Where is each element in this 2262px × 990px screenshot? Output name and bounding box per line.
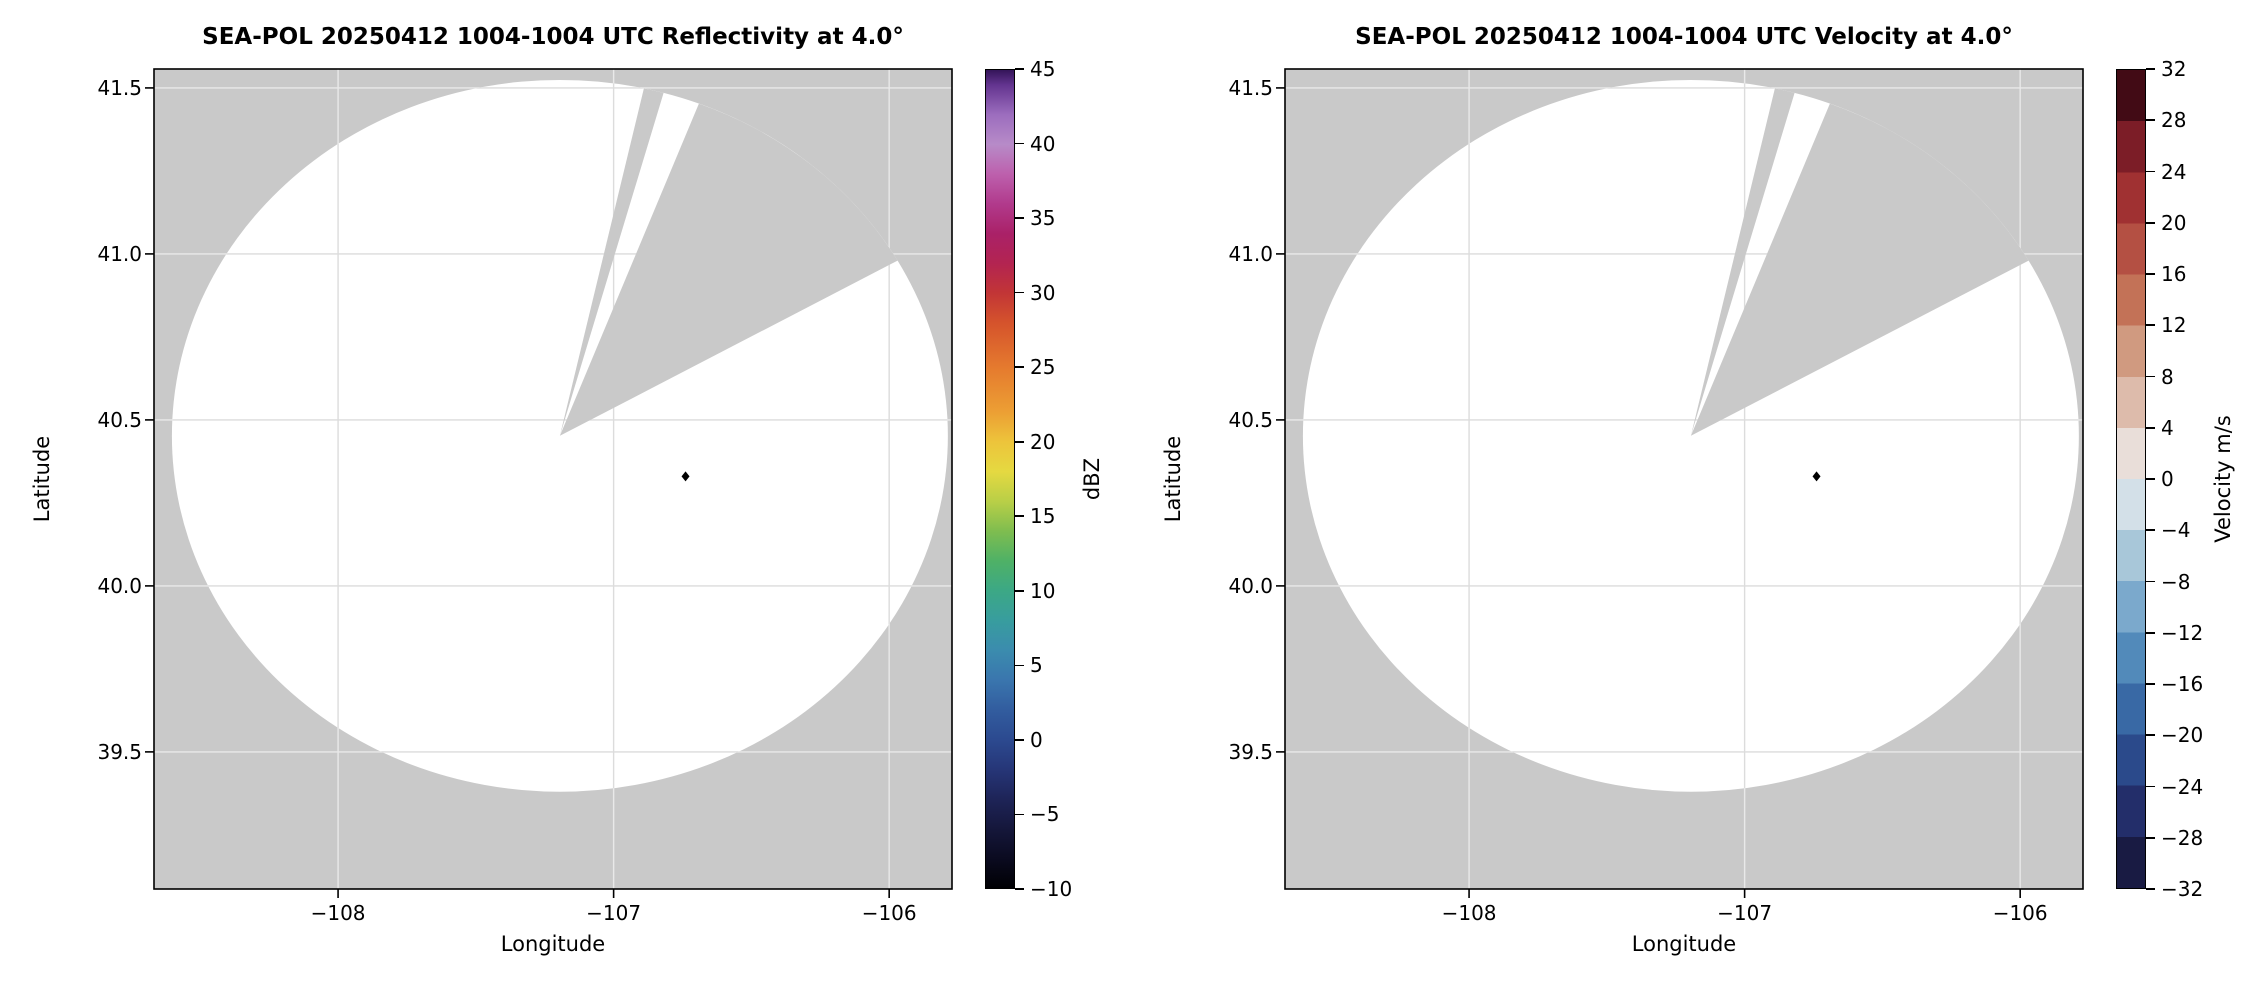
colorbar-tick-mark: [2146, 324, 2155, 327]
colorbar-tick-mark: [1015, 590, 1024, 592]
ppi-plot: [1276, 68, 2084, 898]
y-tick-label: 41.0: [1228, 241, 1273, 266]
colorbar-tick-label: 45: [1030, 57, 1056, 81]
colorbar-tick-mark: [2146, 888, 2155, 890]
colorbar-tick-mark: [2146, 273, 2155, 275]
y-tick-label: 40.5: [97, 407, 142, 432]
colorbar-bar: [985, 69, 1015, 889]
colorbar-tick-label: 24: [2161, 159, 2187, 184]
x-tick-label: −107: [1717, 901, 1773, 925]
colorbar-tick-label: −16: [2161, 672, 2204, 696]
colorbar-tick-label: −28: [2161, 825, 2204, 850]
colorbar-tick-mark: [1015, 888, 1024, 890]
colorbar-tick-label: 35: [1030, 206, 1056, 231]
colorbar-tick-mark: [2146, 785, 2155, 788]
colorbar-tick-mark: [2146, 221, 2155, 224]
y-tick-label: 40.0: [1228, 573, 1273, 598]
colorbar-tick-mark: [2146, 119, 2155, 122]
colorbar-tick-mark: [2146, 68, 2155, 70]
x-tick-label: −106: [1992, 901, 2048, 925]
x-tick-label: −106: [861, 901, 917, 925]
y-tick-label: 41.0: [97, 241, 142, 266]
colorbar-tick-label: −4: [2161, 518, 2191, 543]
colorbar-tick-label: 0: [1030, 727, 1043, 752]
colorbar-tick-label: −32: [2161, 877, 2204, 901]
y-tick-label: 40.0: [97, 573, 142, 598]
x-tick-label: −107: [586, 901, 642, 925]
colorbar-tick-label: 20: [1030, 429, 1056, 454]
radar-site-marker: [1812, 471, 1821, 482]
y-tick-label: 41.5: [1228, 75, 1273, 100]
colorbar-tick-label: 32: [2161, 57, 2187, 81]
colorbar-tick-label: 10: [1030, 578, 1056, 603]
y-axis-label: Latitude: [1161, 435, 1185, 523]
colorbar-tick-mark: [1015, 291, 1024, 294]
colorbar-tick-mark: [2146, 580, 2155, 583]
panel-title: SEA-POL 20250412 1004-1004 UTC Velocity …: [1355, 24, 2013, 50]
x-axis-label: Longitude: [500, 932, 606, 956]
colorbar-tick-label: −12: [2161, 620, 2204, 645]
colorbar-tick-label: −20: [2161, 723, 2204, 748]
colorbar-tick-mark: [2146, 734, 2155, 737]
y-tick-label: 39.5: [97, 739, 142, 764]
colorbar-tick-label: −24: [2161, 774, 2204, 799]
colorbar-tick-mark: [1015, 142, 1024, 145]
colorbar-tick-mark: [1015, 515, 1024, 518]
colorbar-tick-label: 0: [2161, 467, 2174, 491]
colorbar-tick-label: 16: [2161, 262, 2187, 286]
colorbar-tick-label: 30: [1030, 280, 1056, 305]
colorbar-tick-mark: [2146, 375, 2155, 378]
x-tick-label: −108: [310, 901, 366, 925]
plot-border: [1284, 68, 2084, 890]
ppi-plot: [145, 68, 953, 898]
x-axis-label: Longitude: [1631, 932, 1737, 956]
colorbar-tick-label: 15: [1030, 504, 1056, 529]
y-tick-label: 41.5: [97, 75, 142, 100]
y-tick-label: 39.5: [1228, 739, 1273, 764]
colorbar-tick-mark: [1015, 664, 1024, 667]
colorbar-tick-mark: [2146, 478, 2155, 480]
missing-data-wedge: [1690, 88, 1795, 436]
colorbar-tick-mark: [2146, 426, 2155, 429]
colorbar-tick-mark: [1015, 217, 1024, 219]
colorbar-tick-label: −8: [2161, 569, 2191, 594]
colorbar-tick-label: 20: [2161, 210, 2187, 235]
colorbar-tick-mark: [1015, 739, 1024, 741]
colorbar-tick-mark: [1015, 366, 1024, 368]
velocity-panel: SEA-POL 20250412 1004-1004 UTC Velocity …: [1131, 0, 2262, 990]
colorbar-tick-label: 5: [1030, 653, 1043, 678]
colorbar-tick-mark: [2146, 836, 2155, 839]
x-tick-label: −108: [1441, 901, 1497, 925]
colorbar-tick-mark: [2146, 683, 2155, 685]
missing-data-wedge: [1690, 103, 2029, 436]
colorbar-tick-label: 28: [2161, 108, 2187, 133]
colorbar-unit-label: dBZ: [1080, 457, 1104, 501]
missing-data-wedge: [559, 88, 664, 436]
colorbar-tick-label: −10: [1030, 877, 1073, 901]
colorbar-tick-label: 4: [2161, 415, 2174, 440]
colorbar-tick-mark: [1015, 813, 1024, 816]
colorbar-tick-mark: [1015, 440, 1024, 443]
y-tick-label: 40.5: [1228, 407, 1273, 432]
colorbar-tick-mark: [2146, 529, 2155, 532]
missing-data-wedge: [559, 103, 898, 436]
colorbar-tick-mark: [2146, 170, 2155, 173]
colorbar-unit-label: Velocity m/s: [2211, 415, 2235, 543]
colorbar-tick-label: 40: [1030, 131, 1056, 156]
colorbar-tick-mark: [1015, 68, 1024, 70]
reflectivity-panel: SEA-POL 20250412 1004-1004 UTC Reflectiv…: [30, 24, 1104, 956]
radar-site-marker: [681, 471, 690, 482]
colorbar-tick-label: −5: [1030, 802, 1060, 827]
colorbar-tick-mark: [2146, 631, 2155, 634]
y-axis-label: Latitude: [30, 435, 54, 523]
colorbar-bar: [2116, 69, 2146, 889]
colorbar-tick-label: 8: [2161, 364, 2174, 389]
plot-border: [153, 68, 953, 890]
colorbar-tick-label: 25: [1030, 355, 1056, 380]
panel-title: SEA-POL 20250412 1004-1004 UTC Reflectiv…: [202, 24, 904, 50]
colorbar-tick-label: 12: [2161, 313, 2187, 338]
